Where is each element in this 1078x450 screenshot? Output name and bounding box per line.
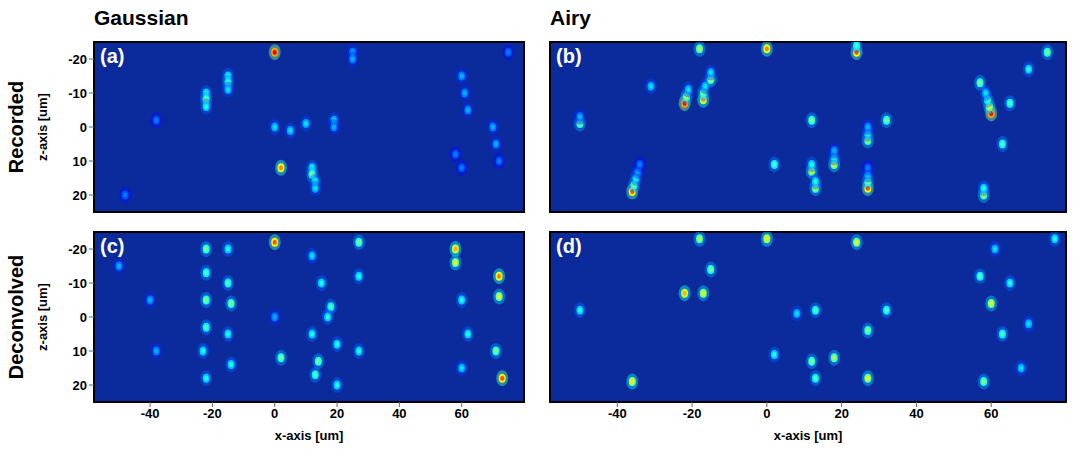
svg-text:10: 10 (73, 344, 87, 359)
html-text:(a): (a) (100, 45, 125, 67)
svg-text:0: 0 (80, 120, 87, 135)
html-text:Airy: Airy (550, 6, 591, 29)
svg-text:20: 20 (834, 406, 848, 421)
html-text:(b): (b) (556, 45, 582, 67)
svg-text:z-axis [um]: z-axis [um] (35, 93, 50, 161)
svg-text:-20: -20 (68, 242, 87, 257)
svg-text:-10: -10 (68, 276, 87, 291)
svg-text:40: 40 (392, 406, 406, 421)
svg-text:60: 60 (454, 406, 468, 421)
svg-text:x-axis [um]: x-axis [um] (774, 428, 843, 443)
svg-text:-10: -10 (68, 86, 87, 101)
svg-text:0: 0 (763, 406, 770, 421)
svg-text:0: 0 (80, 310, 87, 325)
svg-text:z-axis [um]: z-axis [um] (35, 283, 50, 351)
svg-text:Recorded: Recorded (5, 81, 27, 173)
svg-text:60: 60 (984, 406, 998, 421)
svg-text:20: 20 (73, 188, 87, 203)
html-text:Gaussian: Gaussian (94, 6, 189, 29)
svg-text:x-axis [um]: x-axis [um] (275, 428, 344, 443)
svg-text:20: 20 (330, 406, 344, 421)
svg-text:-20: -20 (203, 406, 222, 421)
svg-text:10: 10 (73, 154, 87, 169)
svg-text:-40: -40 (608, 406, 627, 421)
svg-text:-40: -40 (141, 406, 160, 421)
svg-text:0: 0 (271, 406, 278, 421)
html-text:(c): (c) (100, 235, 125, 257)
svg-text:-20: -20 (683, 406, 702, 421)
svg-text:-20: -20 (68, 52, 87, 67)
html-text:(d): (d) (556, 235, 582, 257)
svg-text:20: 20 (73, 378, 87, 393)
svg-text:40: 40 (909, 406, 923, 421)
svg-text:Deconvolved: Deconvolved (5, 255, 27, 379)
